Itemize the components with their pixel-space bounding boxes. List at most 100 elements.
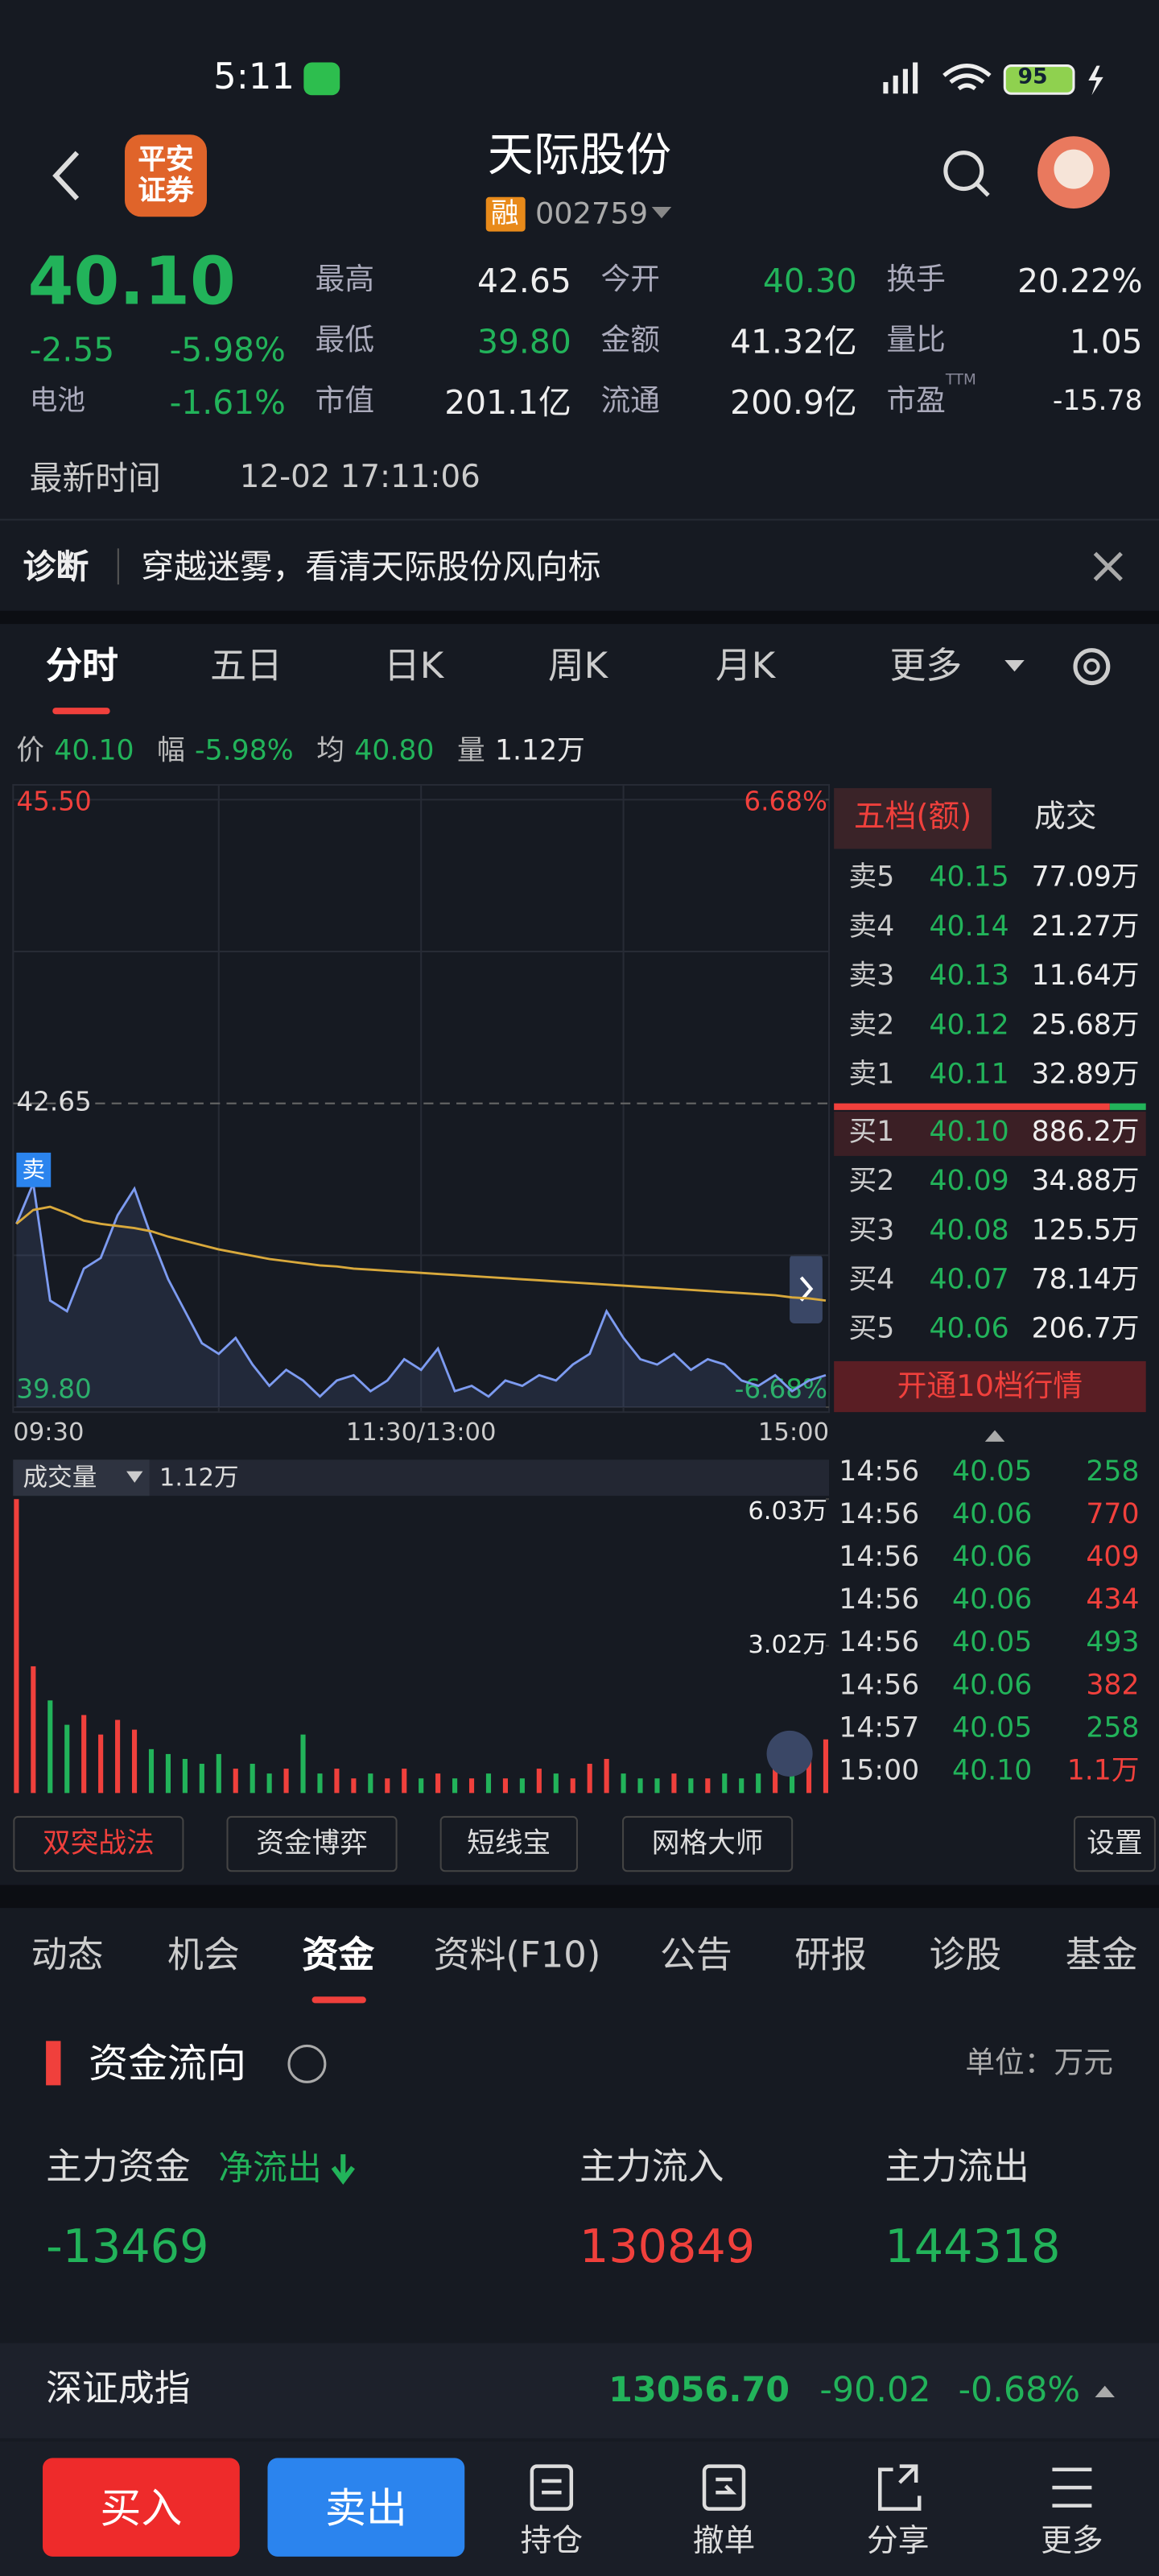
upgrade-bg[interactable] bbox=[834, 1360, 1146, 1413]
volume-bar bbox=[64, 1724, 70, 1794]
chart-tab[interactable]: 更多 bbox=[889, 646, 963, 688]
volume-bar bbox=[131, 1729, 138, 1794]
section-tab[interactable]: 机会 bbox=[167, 1935, 240, 1977]
buy-label[interactable]: 买入 bbox=[100, 2484, 183, 2533]
stat-value: 1.05 bbox=[1069, 321, 1143, 361]
volume-bar bbox=[806, 1753, 812, 1794]
summary-value: -5.98% bbox=[195, 735, 294, 768]
upgrade-link[interactable]: 开通10档行情 bbox=[897, 1369, 1083, 1405]
buy-button[interactable] bbox=[43, 2458, 240, 2557]
book-label: 卖1 bbox=[848, 1058, 895, 1092]
expand-button[interactable] bbox=[790, 1254, 823, 1323]
trade-time: 14:56 bbox=[839, 1455, 920, 1489]
stat-value: 201.1亿 bbox=[444, 382, 571, 423]
book-tab[interactable]: 成交 bbox=[1033, 799, 1097, 836]
stock-code: 002759 bbox=[534, 196, 649, 232]
signal-icon bbox=[883, 62, 918, 94]
volume-bar bbox=[604, 1758, 609, 1794]
strategy-button[interactable]: 双突战法 bbox=[13, 1815, 184, 1872]
volume-bar bbox=[266, 1773, 272, 1794]
trade-price: 40.06 bbox=[952, 1541, 1033, 1575]
section-tab[interactable]: 资料(F10) bbox=[433, 1935, 601, 1977]
diagnosis-text[interactable]: 穿越迷雾，看清天际股份风向标 bbox=[141, 547, 601, 587]
index-name[interactable]: 深证成指 bbox=[46, 2369, 191, 2411]
book-amount: 34.88万 bbox=[1031, 1165, 1140, 1199]
strategy-button[interactable]: 资金博弈 bbox=[226, 1815, 398, 1872]
volume-bar bbox=[385, 1778, 390, 1794]
volume-bar bbox=[317, 1773, 323, 1794]
collapse-icon[interactable] bbox=[984, 1430, 1005, 1442]
action-label[interactable]: 更多 bbox=[1041, 2523, 1103, 2559]
volume-bar bbox=[468, 1778, 475, 1794]
book-label: 卖5 bbox=[848, 861, 895, 894]
summary-label: 均 bbox=[316, 735, 344, 768]
strategy-button[interactable]: 网格大师 bbox=[622, 1815, 794, 1872]
book-amount: 32.89万 bbox=[1031, 1058, 1140, 1092]
chart-tab[interactable]: 日K bbox=[383, 646, 444, 688]
info-icon[interactable] bbox=[287, 2044, 327, 2083]
divider bbox=[0, 610, 1159, 625]
volume-bar bbox=[233, 1769, 238, 1794]
expand-icon[interactable] bbox=[1095, 2385, 1115, 2397]
action-label[interactable]: 分享 bbox=[866, 2523, 930, 2559]
trade-time: 14:56 bbox=[839, 1626, 920, 1660]
trade-volume: 258 bbox=[1086, 1711, 1140, 1745]
book-amount: 77.09万 bbox=[1031, 861, 1140, 894]
volume-selector[interactable] bbox=[13, 1459, 150, 1496]
sell-marker bbox=[16, 1152, 52, 1187]
volume-bar bbox=[587, 1764, 592, 1794]
trade-price: 40.06 bbox=[952, 1669, 1033, 1703]
volume-bar bbox=[705, 1778, 711, 1794]
section-tab[interactable]: 研报 bbox=[794, 1935, 867, 1977]
volume-bar bbox=[452, 1778, 458, 1794]
action-label[interactable]: 持仓 bbox=[520, 2523, 584, 2559]
action-label[interactable]: 撤单 bbox=[692, 2523, 756, 2559]
section-tab[interactable]: 诊股 bbox=[929, 1935, 1002, 1977]
volume-bar bbox=[300, 1734, 306, 1794]
dropdown-icon[interactable] bbox=[651, 207, 672, 219]
chart-tab[interactable]: 分时 bbox=[46, 646, 118, 688]
wifi-icon bbox=[942, 64, 992, 91]
summary: 价 40.10 幅 -5.98% 均 40.80 量 1.12万 bbox=[16, 737, 598, 767]
dropdown-icon[interactable] bbox=[1004, 659, 1025, 672]
divider bbox=[0, 1885, 1159, 1909]
y-tick-label: 39.80 bbox=[16, 1374, 91, 1405]
stat-sup: TTM bbox=[945, 373, 976, 390]
trade-price: 40.06 bbox=[952, 1583, 1033, 1617]
trade-time: 14:56 bbox=[839, 1541, 920, 1575]
strategy-button[interactable]: 短线宝 bbox=[439, 1815, 578, 1872]
volume-bar bbox=[553, 1773, 559, 1794]
volume-tick-label: 3.02万 bbox=[748, 1631, 827, 1659]
sector: 电池 bbox=[29, 385, 86, 419]
volume-bar bbox=[621, 1773, 626, 1794]
section-tab[interactable]: 动态 bbox=[31, 1935, 104, 1977]
sell-button[interactable] bbox=[267, 2458, 465, 2557]
book-label: 卖2 bbox=[848, 1009, 895, 1042]
chart-tab[interactable]: 周K bbox=[547, 646, 608, 688]
summary-value: 40.10 bbox=[54, 735, 134, 768]
volume-bar bbox=[739, 1778, 744, 1794]
book-label: 买5 bbox=[848, 1313, 895, 1346]
settings-button[interactable]: 设置 bbox=[1073, 1815, 1156, 1872]
volume-bar bbox=[402, 1769, 407, 1794]
stock-name: 天际股份 bbox=[487, 127, 672, 182]
sector-pct: -1.61% bbox=[169, 382, 286, 423]
zoom-button[interactable] bbox=[766, 1730, 813, 1777]
section-tab[interactable]: 资金 bbox=[302, 1935, 375, 1977]
back-icon[interactable] bbox=[52, 151, 80, 200]
funds-label: 主力资金 bbox=[46, 2147, 191, 2189]
section-tab[interactable]: 基金 bbox=[1065, 1935, 1138, 1977]
stat-value: 39.80 bbox=[477, 321, 571, 361]
settings-icon[interactable] bbox=[1073, 648, 1111, 686]
chart-tab[interactable]: 五日 bbox=[210, 646, 283, 688]
x-tick-label: 15:00 bbox=[758, 1418, 829, 1447]
chart-tab[interactable]: 月K bbox=[715, 646, 776, 688]
book-tab[interactable]: 五档(额) bbox=[853, 799, 972, 836]
section-tab[interactable]: 公告 bbox=[659, 1935, 732, 1977]
search-icon[interactable] bbox=[943, 151, 984, 192]
volume-label: 成交量 bbox=[23, 1462, 97, 1492]
close-icon[interactable] bbox=[1093, 551, 1123, 581]
book-label: 买2 bbox=[848, 1165, 895, 1199]
sell-label[interactable]: 卖出 bbox=[324, 2484, 407, 2533]
stat-label: 流通 bbox=[600, 384, 660, 419]
